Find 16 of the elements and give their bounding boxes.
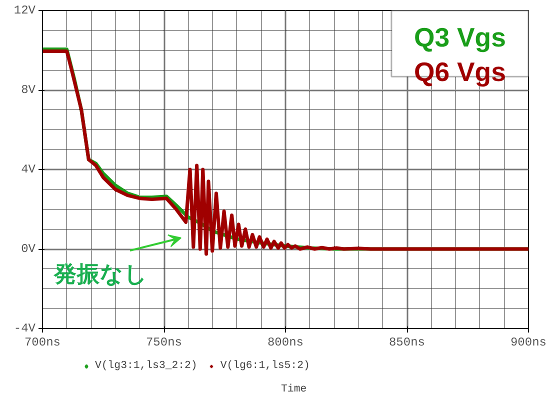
- y-tick-label: 12V: [14, 4, 36, 18]
- x-tick-label: 900ns: [510, 336, 547, 350]
- y-tick-label: -4V: [14, 322, 36, 336]
- annotation: Q6 Vgs: [414, 56, 506, 87]
- y-tick-label: 8V: [21, 83, 36, 97]
- x-tick-label: 800ns: [267, 336, 304, 350]
- y-tick-label: 4V: [21, 162, 36, 176]
- y-tick-label: 0V: [21, 242, 36, 256]
- x-tick-label: 700ns: [24, 336, 61, 350]
- annotation: 発振なし: [52, 261, 148, 288]
- x-tick-label: 850ns: [388, 336, 426, 350]
- legend-label: V(lg6:1,ls5:2): [220, 360, 310, 372]
- x-tick-label: 750ns: [146, 336, 182, 350]
- x-axis-title: Time: [281, 384, 307, 396]
- legend-label: V(lg3:1,ls3_2:2): [95, 360, 198, 372]
- annotation: Q3 Vgs: [414, 22, 506, 53]
